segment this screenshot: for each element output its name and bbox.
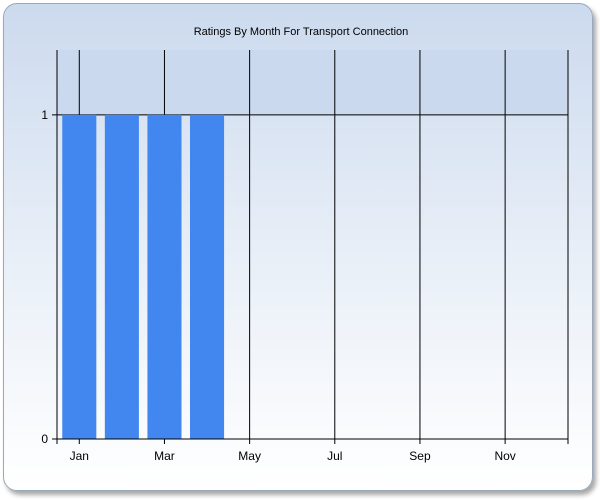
bar-mar [147,114,182,439]
axes [56,50,569,444]
plot-band-fill [57,50,568,115]
tick-labels: 0 1 Jan Mar May Jul Sep Nov [41,108,515,463]
chart-title: Ratings By Month For Transport Connectio… [193,26,409,38]
x-tick-label: Mar [154,449,175,463]
y-tick-label: 0 [41,432,48,446]
x-tick-label: Jul [327,449,342,463]
x-tick-label: Nov [494,449,515,463]
x-tick-label: Jan [70,449,89,463]
x-tick-label: Sep [409,449,431,463]
y-tick-label: 1 [41,108,48,122]
plot-top-band [57,50,568,115]
bar-jan [62,114,97,439]
bars [62,114,225,439]
bar-apr [190,114,225,439]
bar-feb [104,114,139,439]
x-tick-label: May [238,449,261,463]
